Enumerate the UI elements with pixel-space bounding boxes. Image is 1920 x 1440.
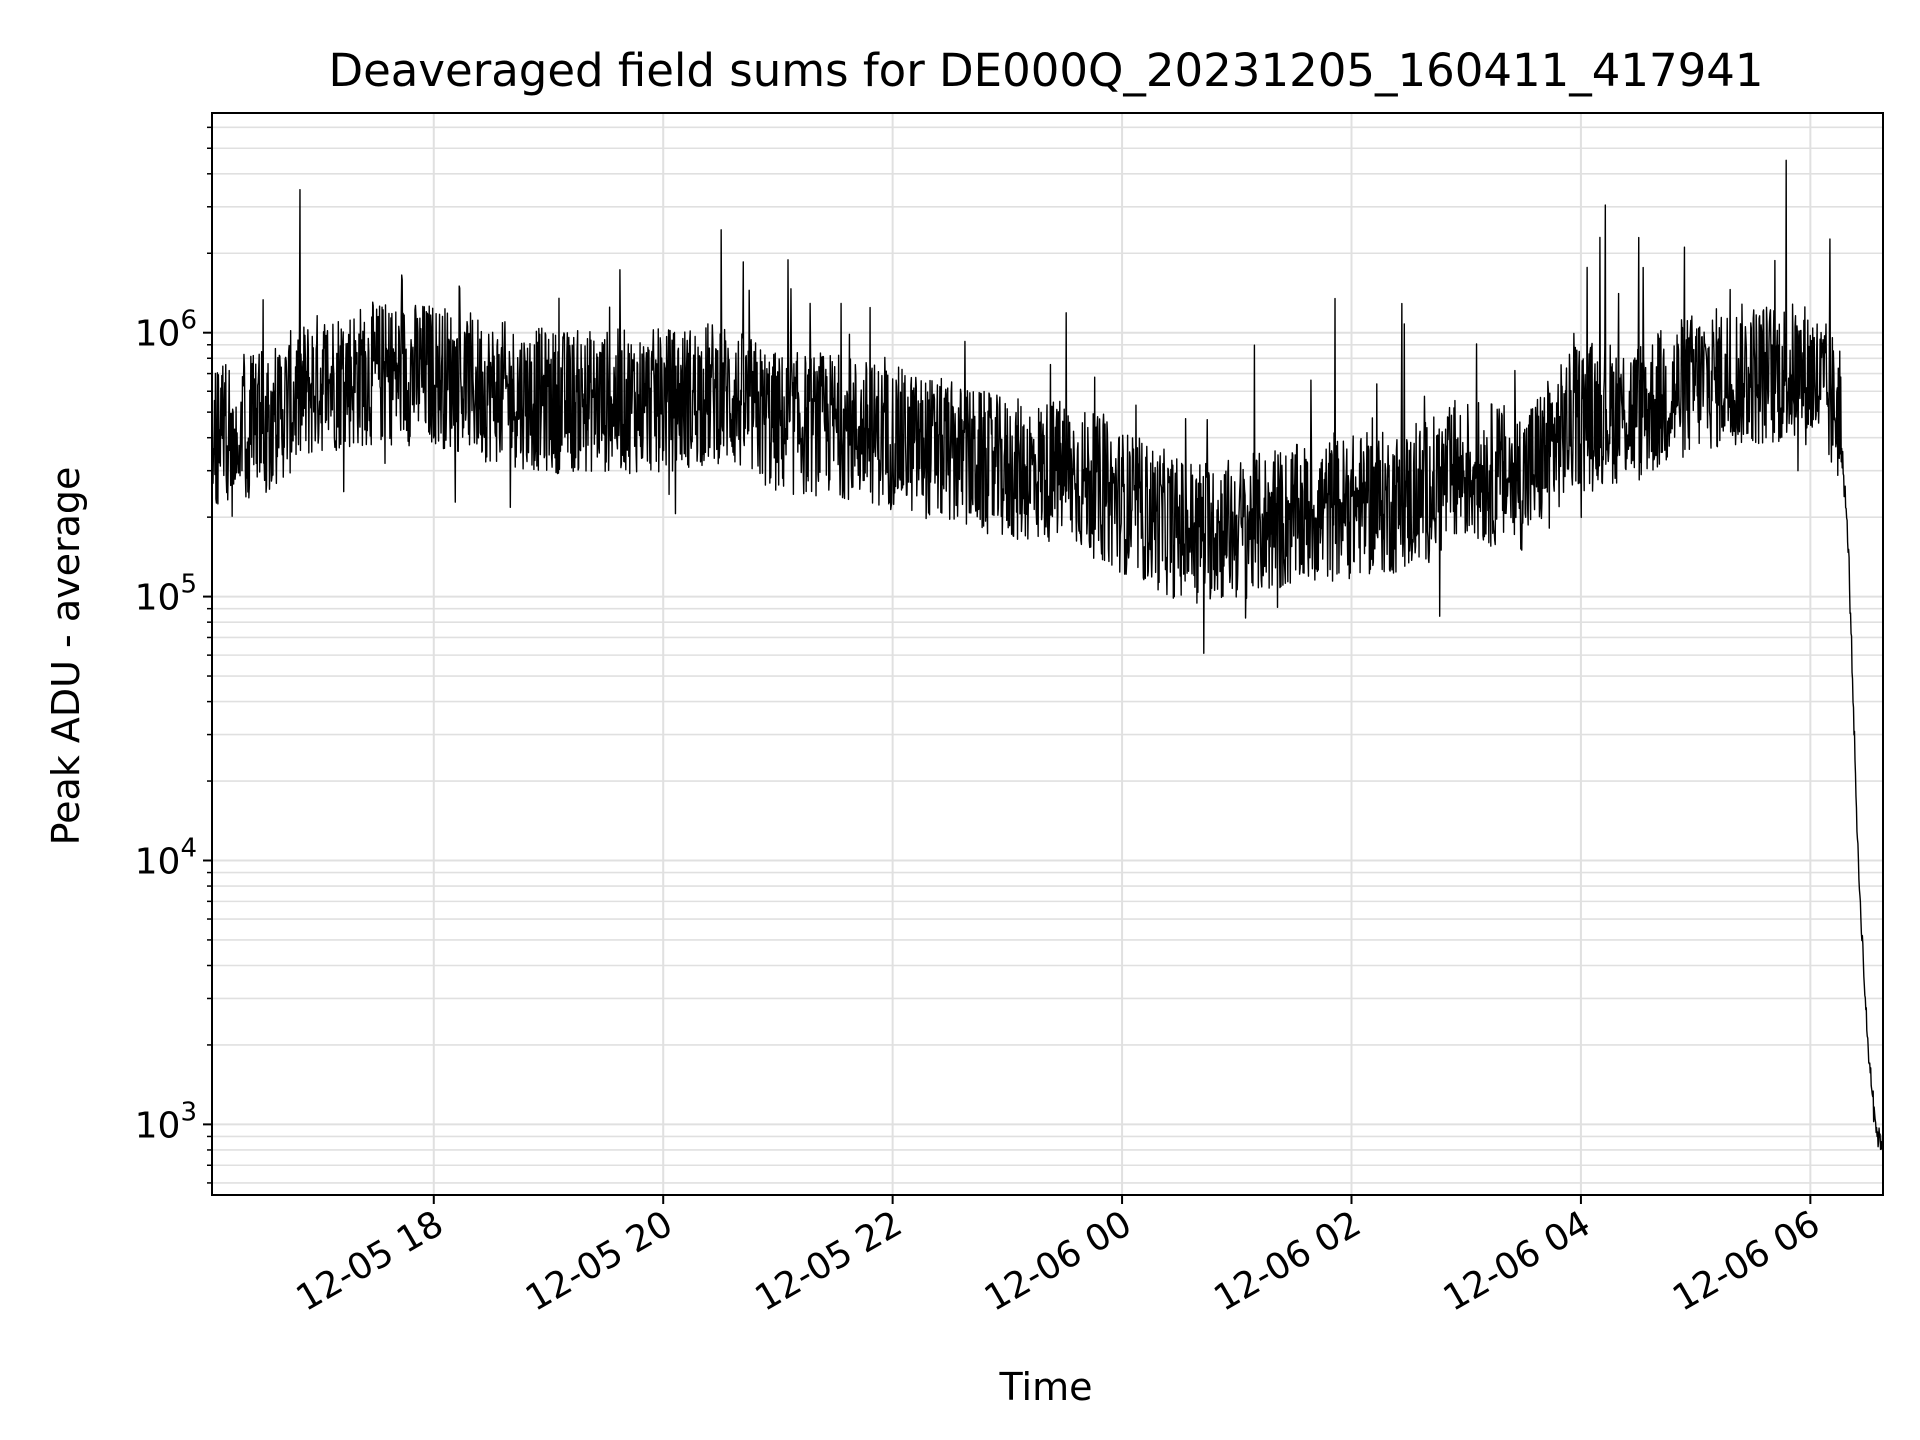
- y-tick-label: 106: [135, 306, 197, 355]
- x-tick-label: 12-06 02: [1207, 1203, 1368, 1319]
- x-tick-label: 12-06 00: [978, 1203, 1139, 1319]
- data-series-line: [211, 159, 1884, 1151]
- y-tick-label: 103: [135, 1097, 197, 1146]
- chart-title: Deaveraged field sums for DE000Q_2023120…: [328, 44, 1763, 97]
- x-tick-label: 12-05 18: [290, 1203, 451, 1319]
- x-axis-label: Time: [999, 1365, 1093, 1409]
- y-tick-label: 104: [135, 833, 197, 882]
- y-tick-label: 105: [135, 570, 197, 619]
- x-tick-label: 12-05 20: [519, 1203, 680, 1319]
- x-tick-label: 12-06 06: [1666, 1203, 1827, 1319]
- grid: [212, 113, 1883, 1195]
- axes: 103 104 105 106 12-05 18 12-05 20 12-05 22 12-0…: [135, 126, 1827, 1320]
- plot-frame: [211, 112, 1884, 1196]
- x-tick-label: 12-06 04: [1437, 1203, 1598, 1319]
- x-tick-label: 12-05 22: [748, 1203, 909, 1319]
- y-axis-label: Peak ADU - average: [44, 467, 88, 846]
